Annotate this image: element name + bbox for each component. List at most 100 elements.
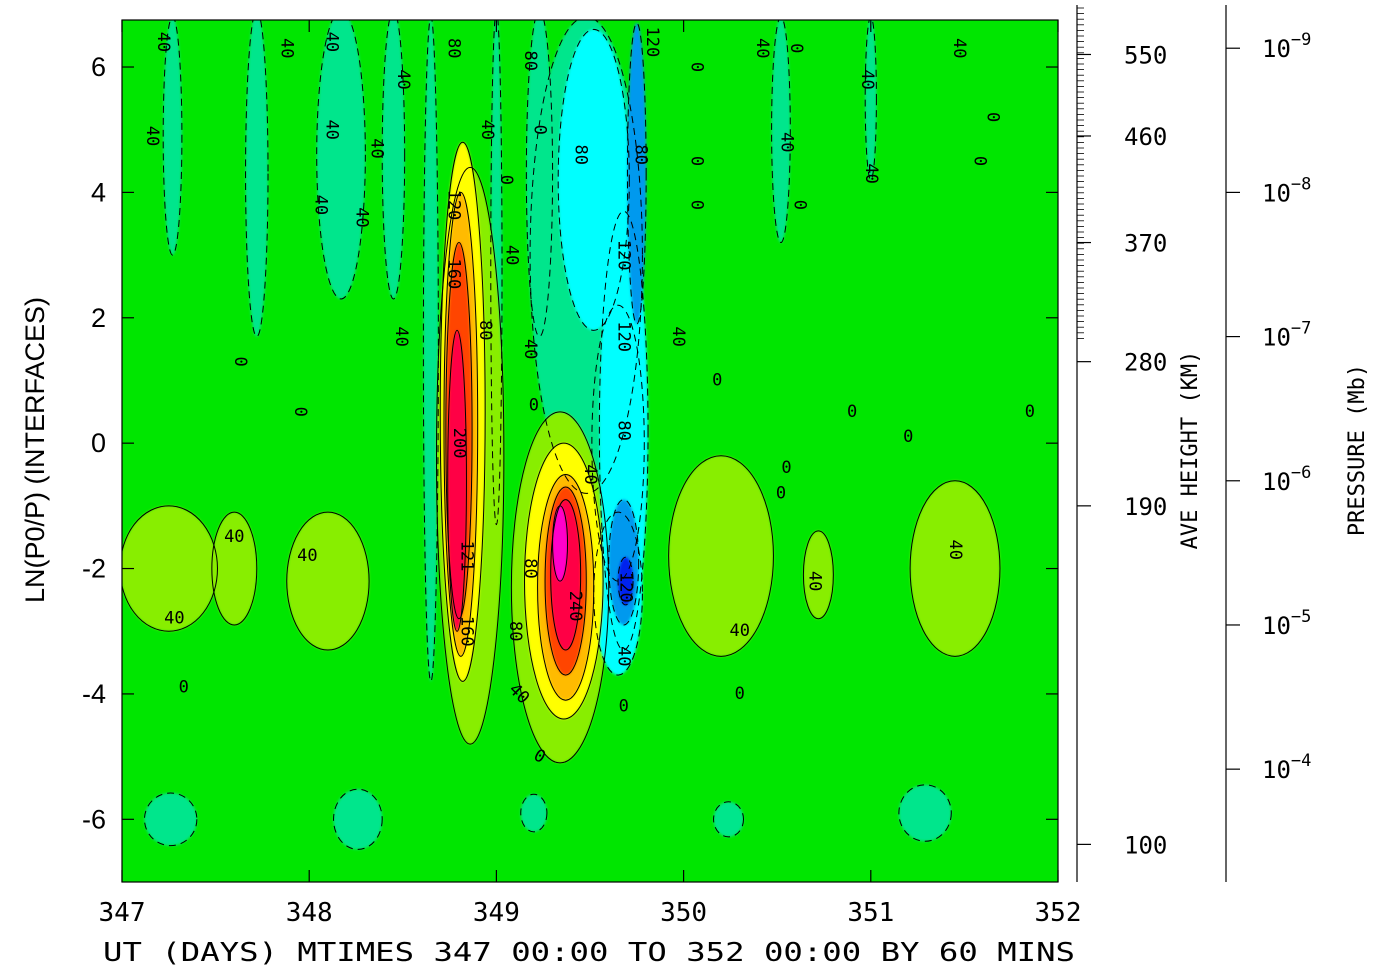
contour-label: 80 <box>443 38 463 58</box>
contour-region-pos40 <box>910 480 1000 657</box>
contour-label: 0 <box>969 156 989 166</box>
x-tick-label: 348 <box>286 898 333 928</box>
contour-line-pos40 <box>211 511 258 626</box>
contour-label: 40 <box>297 546 317 566</box>
contour-line-neg40 <box>162 20 183 256</box>
plot-frame <box>121 19 1059 883</box>
contour-line-neg40 <box>525 20 554 338</box>
contour-label: 40 <box>945 539 965 559</box>
y-tick-label: 4 <box>91 177 106 207</box>
contour-label: 0 <box>619 696 629 716</box>
x-tick-label: 350 <box>660 898 707 928</box>
contour-region-neg40 <box>382 20 405 299</box>
contour-region-neg40 <box>771 20 791 243</box>
contour-label: 0 <box>687 200 707 210</box>
contour-label: 40 <box>949 38 969 58</box>
contour-label: 40 <box>477 119 497 139</box>
contour-line-neg40 <box>245 20 269 338</box>
height-tick-label: 190 <box>1124 493 1167 521</box>
contour-label: 200 <box>449 428 469 459</box>
contour-line-pos240 <box>552 505 569 582</box>
contour-label: 40 <box>224 527 244 547</box>
height-tick-label: 100 <box>1124 831 1167 859</box>
contour-label: 80 <box>520 51 540 71</box>
contour-line-neg40 <box>381 20 406 300</box>
contour-label: 240 <box>565 591 585 622</box>
contour-line-pos40 <box>286 511 370 651</box>
contour-line-neg40 <box>333 788 383 850</box>
contour-region-neg120 <box>627 23 647 325</box>
contour-region-pos200 <box>447 330 467 632</box>
contour-label: 0 <box>230 357 250 367</box>
x-tick-label: 351 <box>847 898 894 928</box>
contour-region-neg40 <box>333 789 383 850</box>
contour-line-neg120 <box>626 22 647 325</box>
contour-label: 0 <box>529 396 539 416</box>
y-tick-label: 2 <box>91 303 106 333</box>
pressure-tick-label: 10−7 <box>1262 319 1311 352</box>
contour-label: 40 <box>752 38 772 58</box>
height-axis-title: AVE HEIGHT (KM) <box>1178 351 1203 550</box>
contour-line-pos40 <box>802 530 834 620</box>
contour-region-neg40 <box>245 20 269 337</box>
y-tick-label: 6 <box>91 52 106 82</box>
contour-label: 0 <box>786 43 806 53</box>
contour-line-neg40 <box>316 20 366 300</box>
contour-label: 0 <box>790 200 810 210</box>
contour-line-neg40 <box>771 20 791 244</box>
contour-label: 0 <box>903 427 913 447</box>
contour-line-pos40 <box>435 166 505 745</box>
contour-region-neg40 <box>316 20 366 299</box>
contour-label: 0 <box>687 156 707 166</box>
contour-label: 80 <box>631 145 651 165</box>
contour-label: 80 <box>571 145 591 165</box>
contour-line-pos200 <box>447 329 467 632</box>
contour-label: 0 <box>1025 402 1035 422</box>
contour-label: 0 <box>982 112 1002 122</box>
contour-line-neg80 <box>598 210 649 651</box>
contour-label: 40 <box>861 163 881 183</box>
contour-label: 0 <box>735 684 745 704</box>
contour-region-pos40 <box>286 512 370 651</box>
contour-label: 120 <box>614 321 634 352</box>
contour-region-neg40 <box>865 20 877 180</box>
contour-label: 40 <box>668 326 688 346</box>
contour-label: 40 <box>153 32 173 52</box>
contour-label: 0 <box>496 175 516 185</box>
contour-label: 0 <box>290 407 310 417</box>
y-tick-label: -4 <box>82 679 106 709</box>
y-tick-label: -6 <box>82 804 106 834</box>
contour-label: 40 <box>277 38 297 58</box>
y-tick-label: -2 <box>82 554 106 584</box>
contour-label: 40 <box>393 69 413 89</box>
pressure-tick-label: 10−4 <box>1262 751 1311 784</box>
plot-area: 40 40 40 40 40 40 40 40 40 40 80 120 160 40 80 0 40 40 80 0… <box>122 20 1058 882</box>
contour-line-pos40 <box>510 411 610 764</box>
contour-line-neg40 <box>490 20 503 526</box>
pressure-tick-label: 10−5 <box>1262 607 1311 640</box>
contour-region-pos240 <box>552 505 568 582</box>
y-axis: 6 4 2 0 -2 -4 -6 <box>82 52 1058 834</box>
contour-region-pos40 <box>211 512 257 625</box>
x-tick-label: 352 <box>1035 898 1082 928</box>
height-tick-label: 460 <box>1124 123 1167 151</box>
contour-label: 40 <box>352 207 372 227</box>
contour-label: 40 <box>322 32 342 52</box>
contour-region-pos40 <box>668 455 774 657</box>
contour-label: 40 <box>520 339 540 359</box>
contour-line-neg120 <box>608 499 640 626</box>
contour-line-pos80 <box>439 141 486 682</box>
contour-line-neg40 <box>898 784 952 842</box>
contour-region-neg40 <box>144 792 197 846</box>
contour-line-pos160 <box>544 486 587 676</box>
contour-label: 40 <box>580 464 600 484</box>
contour-region-neg40 <box>520 794 547 832</box>
contour-region-neg40 <box>163 20 182 256</box>
contour-label: 40 <box>730 621 750 641</box>
contour-label: 0 <box>776 483 786 503</box>
contour-label: 121 <box>456 541 476 572</box>
contour-label: 40 <box>777 132 797 152</box>
pressure-tick-label: 10−6 <box>1262 463 1311 496</box>
contour-label: 40 <box>322 119 342 139</box>
